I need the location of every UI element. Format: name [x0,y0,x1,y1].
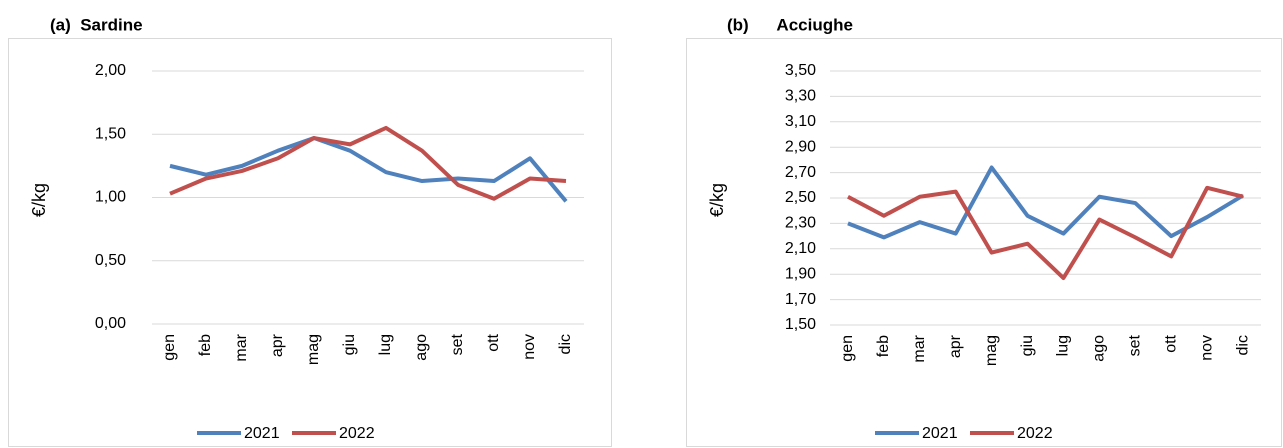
x-tick-label: lug [1055,335,1072,356]
y-tick-label: 1,00 [95,189,126,206]
x-tick-label: ago [1091,335,1108,362]
x-tick-label: set [449,333,466,355]
legend-label: 2021 [922,425,958,442]
x-tick-label: dic [1234,335,1251,355]
y-tick-label: 2,50 [785,189,816,206]
x-tick-label: mar [233,333,250,361]
x-tick-label: giu [1019,335,1036,356]
x-tick-label: giu [341,334,358,355]
chart-title: (a) Sardine [50,15,143,34]
x-tick-label: nov [521,334,538,360]
legend-label: 2022 [339,425,375,442]
x-tick-label: nov [1198,335,1215,361]
x-tick-label: feb [875,335,892,357]
y-tick-label: 2,30 [785,215,816,232]
y-axis-label: €/kg [29,183,49,217]
chart-title: (b) Acciughe [727,15,853,34]
x-tick-label: feb [197,334,214,356]
x-tick-label: ott [485,333,502,351]
y-tick-label: 2,70 [785,164,816,181]
x-tick-label: mar [911,334,928,362]
x-tick-label: apr [947,334,964,358]
y-axis-label: €/kg [707,183,727,217]
y-tick-label: 3,50 [785,62,816,79]
series-line [847,185,1244,281]
x-tick-label: mag [983,335,1000,366]
x-tick-label: ago [413,334,430,361]
series-line [169,125,567,201]
legend-label: 2022 [1017,425,1053,442]
y-tick-label: 2,90 [785,138,816,155]
y-tick-label: 0,50 [95,252,126,269]
legend-label: 2021 [244,425,280,442]
y-tick-label: 1,90 [785,265,816,282]
x-tick-label: set [1127,334,1144,356]
y-tick-label: 1,50 [785,316,816,333]
y-tick-label: 1,70 [785,291,816,308]
y-tick-label: 0,00 [95,315,126,332]
x-tick-label: mag [305,334,322,365]
y-tick-label: 3,30 [785,88,816,105]
x-tick-label: gen [161,334,178,361]
series-line [847,165,1245,240]
x-tick-label: apr [269,333,286,357]
y-tick-label: 2,10 [785,240,816,257]
x-tick-label: gen [839,335,856,362]
x-tick-label: ott [1162,334,1179,352]
y-tick-label: 1,50 [95,125,126,142]
panel-frame [8,38,612,447]
series-line [169,136,568,203]
x-tick-label: lug [377,334,394,355]
y-tick-label: 3,10 [785,113,816,130]
x-tick-label: dic [557,334,574,354]
panel-frame [686,38,1282,447]
y-tick-label: 2,00 [95,62,126,79]
